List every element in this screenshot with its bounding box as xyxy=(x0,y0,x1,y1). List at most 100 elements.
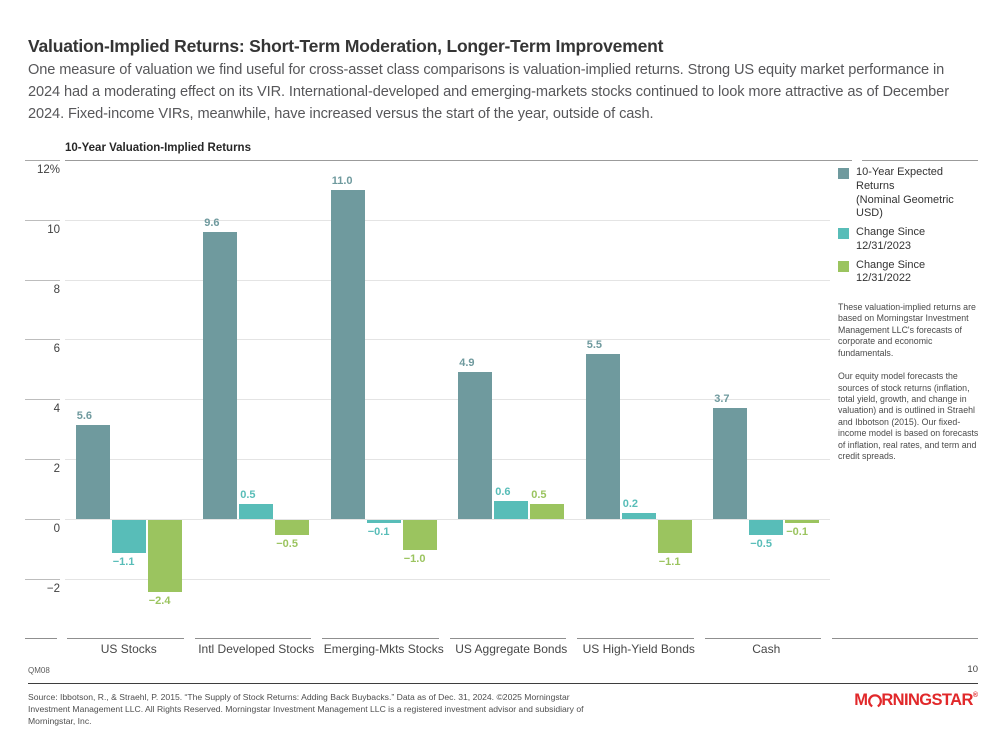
y-tick-label: 10 xyxy=(47,224,60,236)
y-axis-tick xyxy=(25,579,60,580)
gridline xyxy=(65,339,830,340)
x-axis-segment xyxy=(449,638,566,639)
legend-label: 10-Year Expected Returns (Nominal Geomet… xyxy=(856,166,980,221)
y-tick-label: −2 xyxy=(46,583,60,595)
bar xyxy=(402,520,437,550)
x-axis-segment xyxy=(194,638,311,639)
bar xyxy=(147,520,182,592)
y-tick-label: 8 xyxy=(53,284,60,296)
bar xyxy=(330,189,365,519)
bar xyxy=(749,520,784,535)
y-axis-tick xyxy=(25,519,60,520)
legend-item-change-2023: Change Since 12/31/2023 xyxy=(838,226,980,254)
bar-value-label: 5.6 xyxy=(76,409,93,422)
y-axis-tick xyxy=(25,220,60,221)
legend-label: Change Since 12/31/2022 xyxy=(856,258,926,285)
page-title: Valuation-Implied Returns: Short-Term Mo… xyxy=(28,36,664,56)
bar xyxy=(621,513,656,519)
y-axis-tick xyxy=(25,339,60,340)
document-code: QM08 xyxy=(28,666,50,675)
legend-item-change-2022: Change Since 12/31/2022 xyxy=(838,259,980,287)
gridline xyxy=(65,519,830,520)
footnote-paragraph: These valuation-implied returns are base… xyxy=(838,302,976,358)
category-label: Intl Developed Stocks xyxy=(198,642,315,656)
bar xyxy=(657,520,692,553)
bar xyxy=(239,504,274,519)
bar-value-label: 0.5 xyxy=(240,489,256,502)
y-tick-label: 4 xyxy=(53,403,60,415)
category-label: Emerging-Mkts Stocks xyxy=(323,642,444,656)
bar-value-label: −2.4 xyxy=(148,594,171,607)
legend-swatch-green xyxy=(838,260,849,272)
bar xyxy=(111,520,146,553)
registered-mark: ® xyxy=(972,692,978,699)
bar-value-label: −1.1 xyxy=(658,555,681,568)
footnote-paragraph: Our equity model forecasts the sources o… xyxy=(838,371,979,462)
bar-value-label: 0.6 xyxy=(495,486,511,499)
legend-item-expected-returns: 10-Year Expected Returns (Nominal Geomet… xyxy=(838,166,980,221)
bar xyxy=(494,501,529,519)
gridline xyxy=(65,579,830,580)
bar-value-label: 0.5 xyxy=(531,489,547,502)
bar-value-label: −0.1 xyxy=(786,525,808,538)
bar-value-label: −0.1 xyxy=(367,525,390,538)
page-number: 10 xyxy=(967,664,978,675)
bar xyxy=(585,354,620,519)
bar xyxy=(530,504,565,519)
y-tick-label: 12% xyxy=(36,164,60,176)
bar-value-label: 4.9 xyxy=(459,357,475,370)
legend-top-rule xyxy=(862,160,978,161)
intro-text: One measure of valuation we find useful … xyxy=(28,62,949,122)
gridline xyxy=(65,399,830,400)
chart-title: 10-Year Valuation-Implied Returns xyxy=(65,142,251,154)
category-label: US Stocks xyxy=(100,642,157,656)
y-axis-tick xyxy=(25,280,60,281)
gridline xyxy=(65,280,830,281)
legend-label: Change Since 12/31/2023 xyxy=(856,226,926,252)
bar xyxy=(75,424,110,519)
x-axis-segment xyxy=(704,638,821,639)
bar-value-label: −0.5 xyxy=(276,537,298,550)
y-tick-label: 6 xyxy=(53,343,60,355)
bar xyxy=(203,231,238,519)
logo-text-rest: RNINGSTAR xyxy=(881,691,973,709)
bar-value-label: 0.2 xyxy=(622,498,639,511)
x-axis-segment xyxy=(322,638,439,639)
bar xyxy=(458,372,493,519)
bar xyxy=(275,520,310,535)
bar-value-label: 5.5 xyxy=(586,339,603,352)
bar xyxy=(366,520,401,523)
legend-swatch-dark-teal xyxy=(838,168,849,179)
bar-value-label: 3.7 xyxy=(714,393,730,406)
bar-value-label: −1.1 xyxy=(112,555,135,568)
x-axis-right-segment xyxy=(832,638,978,639)
y-axis-tick xyxy=(25,399,60,400)
bar-value-label: 11.0 xyxy=(331,174,353,187)
category-label: Cash xyxy=(752,642,781,656)
bar-value-label: −1.0 xyxy=(403,552,426,565)
x-axis-segment xyxy=(67,638,184,639)
morningstar-logo: M RNINGSTAR ® xyxy=(854,691,978,710)
chart-legend: 10-Year Expected Returns (Nominal Geomet… xyxy=(838,166,980,474)
gridline xyxy=(65,459,830,460)
logo-ring-icon xyxy=(867,694,882,708)
x-axis-segment xyxy=(577,638,694,639)
gridline xyxy=(65,220,830,221)
axis-top-left-stub xyxy=(25,160,60,161)
bar xyxy=(785,520,820,523)
legend-label-line1: 10-Year Expected Returns xyxy=(856,166,944,192)
bar-value-label: 9.6 xyxy=(204,216,220,229)
y-tick-label: 0 xyxy=(53,523,60,535)
y-axis-tick xyxy=(25,459,60,460)
x-axis-left-stub xyxy=(25,638,57,639)
legend-label-line2: (Nominal Geometric USD) xyxy=(856,193,954,220)
category-label: US High-Yield Bonds xyxy=(582,642,695,656)
y-tick-label: 2 xyxy=(53,463,60,475)
chart-footnotes: These valuation-implied returns are base… xyxy=(838,302,980,462)
source-text: Source: Ibbotson, R., & Straehl, P. 2015… xyxy=(28,692,584,727)
bar-value-label: −0.5 xyxy=(750,537,772,550)
legend-swatch-teal xyxy=(838,228,849,239)
footer-divider xyxy=(28,683,978,684)
logo-text-m: M xyxy=(854,691,868,709)
